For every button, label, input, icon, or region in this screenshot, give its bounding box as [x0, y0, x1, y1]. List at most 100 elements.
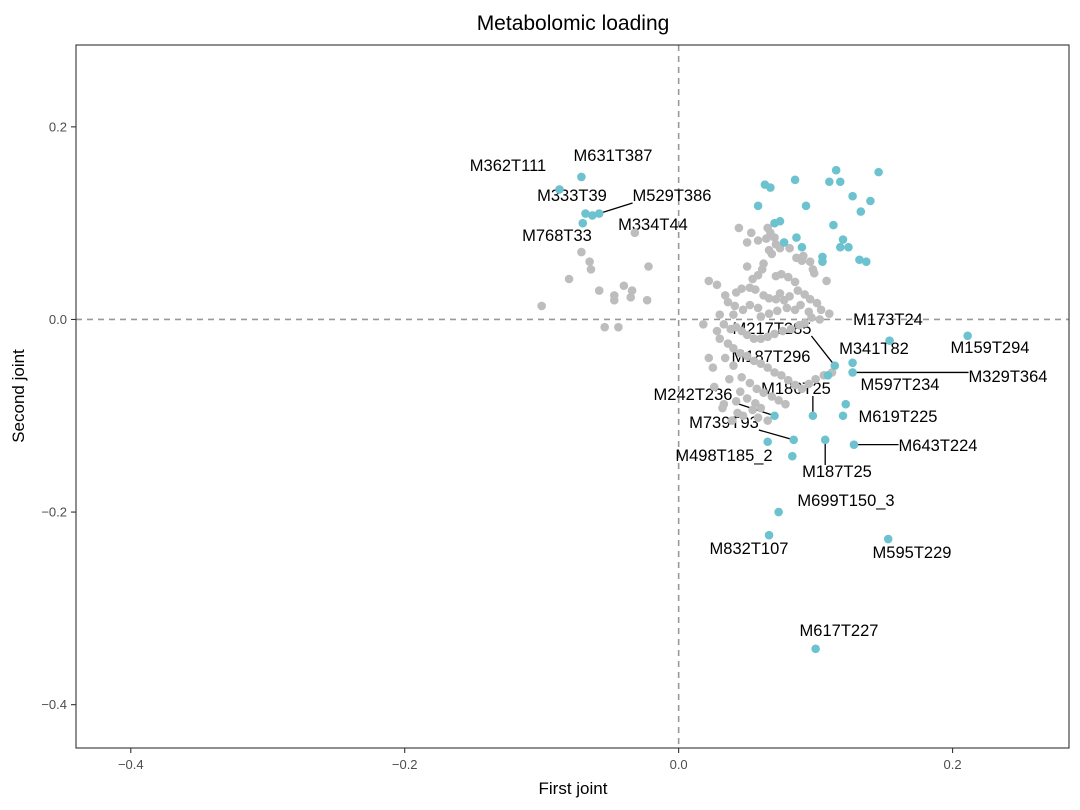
data-point	[715, 310, 725, 319]
data-point-highlighted	[764, 530, 774, 540]
data-point-highlighted	[588, 211, 597, 220]
data-point	[738, 411, 748, 421]
data-point	[709, 382, 719, 392]
data-point	[756, 403, 766, 413]
data-point-highlighted	[866, 196, 875, 206]
data-point	[812, 298, 822, 308]
data-point	[764, 309, 774, 318]
data-point-highlighted	[825, 177, 834, 187]
data-point-highlighted	[577, 172, 586, 182]
data-point	[753, 236, 763, 245]
data-point	[720, 353, 730, 363]
data-point-highlighted	[753, 201, 763, 211]
data-point	[719, 319, 729, 329]
data-point	[644, 262, 653, 271]
data-point	[564, 274, 574, 284]
data-point	[777, 269, 786, 279]
reference-lines	[76, 45, 1069, 748]
data-point	[782, 303, 792, 313]
data-point	[735, 348, 745, 358]
data-point-highlighted	[766, 183, 775, 192]
point-label: M333T39	[537, 187, 607, 205]
data-point	[774, 396, 783, 405]
point-label: M643T224	[899, 437, 978, 455]
data-point	[720, 291, 730, 300]
point-label: M768T33	[522, 227, 592, 245]
data-point	[805, 257, 815, 266]
data-point-highlighted	[790, 175, 800, 185]
data-point	[715, 334, 725, 344]
data-point	[730, 301, 740, 311]
data-point	[619, 281, 629, 291]
x-tick-label: −0.2	[392, 757, 418, 772]
x-axis-title: First joint	[539, 779, 608, 798]
data-point	[763, 223, 772, 233]
data-point-highlighted	[883, 534, 893, 544]
x-axis: −0.4 −0.2 0.0 0.2	[118, 748, 962, 772]
data-point	[586, 265, 596, 274]
data-point-highlighted	[874, 167, 883, 177]
data-point	[785, 243, 794, 253]
data-point	[735, 387, 745, 396]
data-point-highlighted	[841, 399, 851, 409]
data-point	[770, 329, 779, 339]
data-point	[704, 276, 714, 286]
data-point	[726, 324, 735, 334]
data-point-highlighted	[835, 242, 845, 252]
data-point-highlighted	[848, 191, 857, 201]
point-label: M699T150_3	[797, 492, 894, 510]
data-point	[767, 392, 777, 401]
data-point	[777, 371, 786, 380]
data-point-highlighted	[775, 216, 785, 226]
y-axis-title: Second joint	[9, 349, 28, 443]
data-point-highlighted	[838, 235, 848, 244]
data-point	[790, 380, 800, 390]
label-layer: M631T387 M362T111 M333T39 M529T386 M334T44 M7…	[470, 147, 1048, 640]
data-point-highlighted	[779, 238, 789, 247]
y-tick-label: −0.2	[41, 505, 67, 520]
data-point-highlighted	[831, 165, 841, 175]
data-point	[642, 295, 652, 305]
data-point	[790, 277, 800, 287]
y-tick-label: 0.2	[49, 119, 67, 134]
point-label: M832T107	[710, 540, 789, 558]
data-point-highlighted	[811, 644, 820, 654]
data-point	[630, 228, 640, 238]
data-point	[708, 363, 718, 372]
data-point	[796, 300, 805, 310]
data-point	[752, 384, 762, 394]
data-point-highlighted	[849, 440, 859, 449]
data-point	[738, 305, 748, 315]
data-point	[609, 295, 619, 305]
grey-points	[537, 223, 837, 425]
data-point-highlighted	[844, 242, 853, 252]
data-point	[712, 326, 722, 336]
point-label: M595T229	[873, 544, 952, 562]
data-point	[577, 247, 586, 257]
point-label: M619T225	[859, 408, 938, 426]
data-point	[731, 397, 741, 406]
data-point-highlighted	[792, 233, 801, 242]
data-point	[816, 305, 826, 315]
data-point	[804, 307, 814, 317]
point-label: M498T185_2	[675, 447, 772, 465]
data-point	[742, 262, 752, 271]
data-point	[825, 309, 834, 318]
data-point	[772, 306, 782, 316]
data-point	[742, 238, 752, 247]
data-point	[712, 280, 722, 290]
y-axis: −0.4 −0.2 0.0 0.2	[41, 119, 76, 712]
data-point	[797, 256, 807, 266]
data-point	[748, 405, 757, 415]
data-point	[699, 319, 708, 329]
data-point	[786, 324, 796, 334]
x-tick-label: 0.2	[944, 757, 962, 772]
y-tick-label: 0.0	[49, 312, 67, 327]
data-point	[763, 332, 772, 342]
data-point-highlighted	[823, 371, 833, 380]
data-point	[737, 372, 746, 382]
point-label: M529T386	[633, 187, 712, 205]
point-label: M329T364	[969, 368, 1048, 386]
data-point	[729, 344, 738, 353]
